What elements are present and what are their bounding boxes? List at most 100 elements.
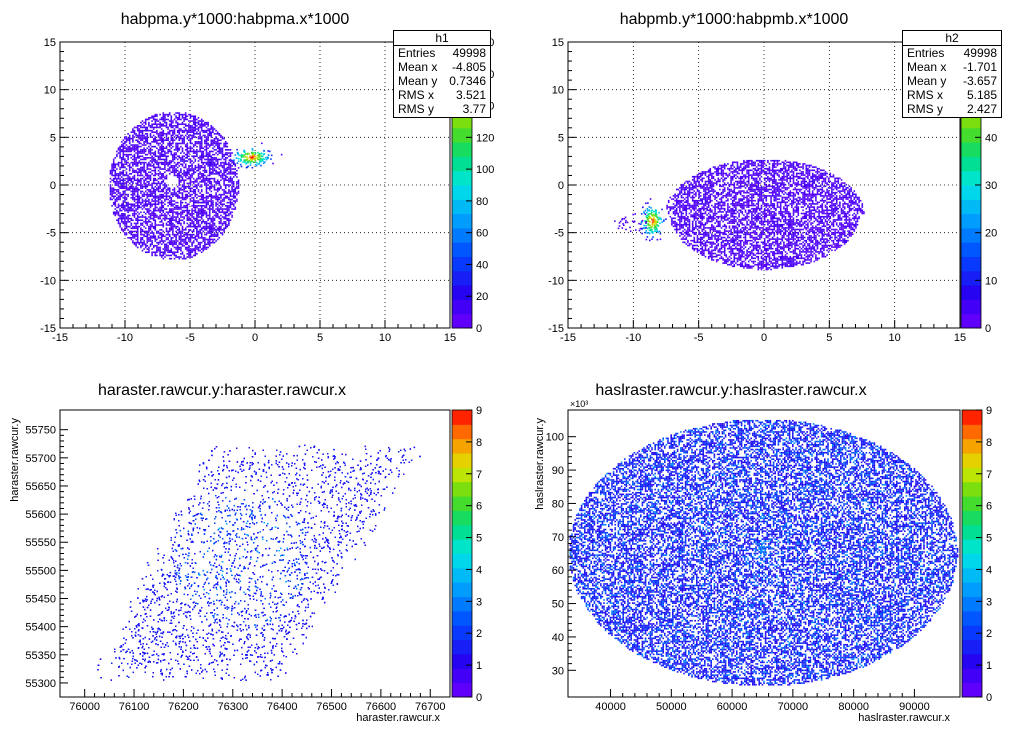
heatmap-cell (188, 182, 190, 185)
heatmap-cell (151, 184, 153, 186)
heatmap-cell (736, 193, 739, 196)
heatmap-cell (221, 224, 224, 226)
heatmap-cell (124, 206, 126, 209)
heatmap-cell (152, 203, 155, 206)
heatmap-cell (128, 225, 131, 228)
heatmap-cell (197, 142, 200, 145)
heatmap-cell (835, 185, 838, 188)
heatmap-cell (709, 185, 712, 188)
heatmap-cell (253, 155, 255, 157)
heatmap-cell (157, 216, 160, 218)
heatmap-cell (226, 214, 229, 217)
heatmap-cell (762, 187, 764, 189)
heatmap-cell (730, 166, 732, 168)
heatmap-cell (152, 208, 155, 210)
heatmap-cell (130, 219, 133, 222)
heatmap-cell (127, 208, 129, 210)
heatmap-cell (205, 185, 208, 188)
heatmap-cell (811, 166, 814, 168)
heatmap-cell (223, 168, 225, 170)
heatmap-cell (200, 161, 203, 164)
heatmap-cell (138, 184, 141, 186)
heatmap-cell (192, 144, 195, 146)
heatmap-cell (204, 197, 206, 199)
heatmap-cell (212, 222, 214, 225)
heatmap-cell (183, 117, 185, 119)
heatmap-cell (200, 137, 203, 140)
heatmap-cell (181, 176, 184, 178)
heatmap-cell (189, 120, 192, 122)
heatmap-cell (141, 229, 144, 231)
heatmap-cell (199, 245, 201, 247)
heatmap-cell (196, 155, 198, 158)
heatmap-cell (194, 165, 197, 167)
heatmap-cell (212, 197, 214, 199)
heatmap-cell (202, 123, 205, 126)
heatmap-cell (237, 157, 240, 160)
heatmap-cell (204, 246, 206, 249)
heatmap-cell (763, 177, 766, 180)
heatmap-cell (202, 248, 205, 250)
heatmap-cell (212, 129, 214, 132)
heatmap-cell (160, 197, 163, 199)
heatmap-cell (196, 145, 198, 148)
heatmap-cell (226, 179, 229, 182)
heatmap-cell (143, 248, 145, 250)
heatmap-cell (127, 214, 129, 217)
heatmap-cell (202, 134, 205, 137)
heatmap-cell (824, 172, 827, 175)
heatmap-cell (212, 157, 214, 159)
heatmap-cell (178, 182, 181, 185)
heatmap-cell (228, 161, 230, 164)
heatmap-cell (143, 152, 145, 154)
heatmap-cell (164, 139, 166, 142)
heatmap-cell (151, 253, 153, 255)
heatmap-cell (696, 174, 699, 176)
heatmap-cell (755, 188, 758, 191)
heatmap-cell (776, 182, 779, 184)
heatmap-cell (213, 177, 216, 180)
heatmap-cell (196, 232, 198, 234)
heatmap-cell (124, 195, 126, 198)
heatmap-cell (751, 177, 753, 180)
heatmap-cell (210, 195, 213, 198)
heatmap-cell (827, 190, 830, 192)
heatmap-cell (252, 161, 255, 163)
heatmap-cell (132, 137, 134, 140)
heatmap-cell (192, 225, 195, 228)
heatmap-cell (170, 229, 173, 231)
heatmap-cell (120, 213, 123, 215)
heatmap-cell (168, 169, 171, 172)
heatmap-cell (216, 153, 219, 156)
heatmap-cell (159, 136, 161, 138)
heatmap-cell (159, 187, 161, 190)
heatmap-cell (831, 182, 833, 184)
heatmap-cell (853, 190, 856, 192)
heatmap-cell (760, 185, 763, 188)
heatmap-cell (149, 153, 152, 156)
heatmap-cell (199, 165, 201, 167)
heatmap-cell (170, 142, 173, 145)
heatmap-cell (197, 121, 200, 124)
heatmap-cell (784, 166, 787, 168)
heatmap-cell (186, 136, 189, 138)
heatmap-cell (176, 174, 179, 177)
heatmap-cell (159, 217, 161, 220)
heatmap-cell (739, 164, 742, 167)
heatmap-cell (192, 150, 195, 153)
heatmap-cell (154, 214, 157, 217)
heatmap-cell (159, 182, 161, 185)
heatmap-cell (218, 216, 221, 218)
heatmap-cell (132, 182, 134, 185)
heatmap-cell (207, 163, 209, 166)
heatmap-cell (160, 174, 163, 177)
heatmap-cell (205, 243, 208, 246)
heatmap-cell (152, 182, 155, 185)
heatmap-cell (188, 238, 190, 241)
heatmap-cell (176, 136, 179, 138)
heatmap-cell (741, 180, 744, 183)
heatmap-cell (752, 188, 755, 191)
heatmap-cell (189, 129, 192, 132)
heatmap-cell (136, 217, 139, 220)
heatmap-cell (210, 173, 213, 175)
